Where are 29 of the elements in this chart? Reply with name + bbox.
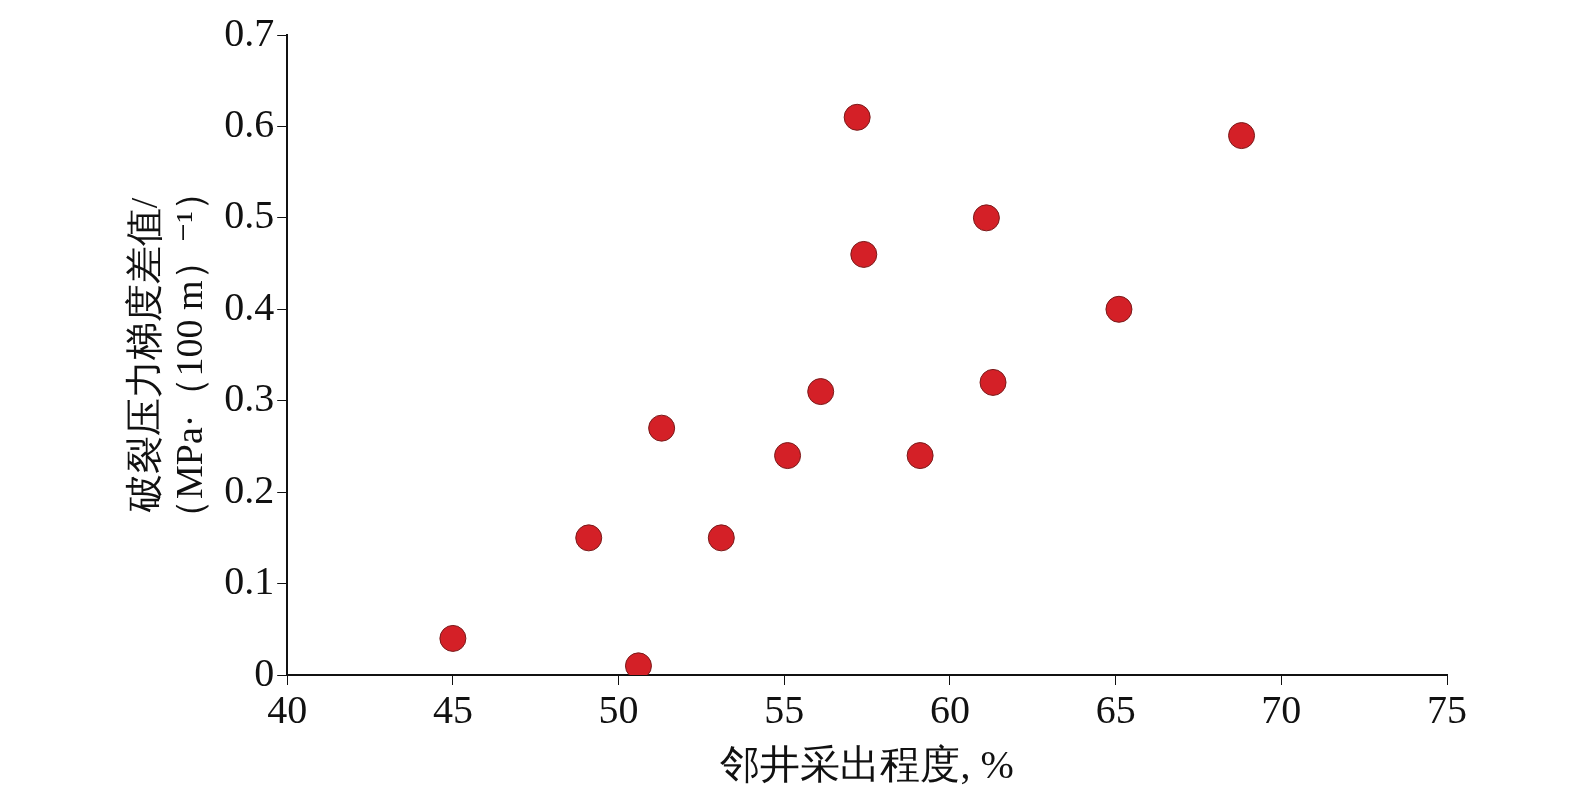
x-axis-title: 邻井采出程度, % (720, 741, 1014, 787)
x-tick-label: 70 (1261, 686, 1302, 732)
y-tick-label: 0.2 (224, 466, 275, 512)
y-tick-label: 0.3 (224, 375, 275, 421)
point (774, 442, 802, 470)
x-tick-label: 65 (1095, 686, 1136, 732)
point (1228, 122, 1256, 150)
point (575, 524, 603, 552)
point (979, 368, 1007, 396)
point (843, 103, 871, 131)
point (972, 204, 1000, 232)
y-tick-label: 0.7 (224, 9, 275, 55)
y-axis-title: 破裂压力梯度差值/ （MPa·（100 m）⁻¹） (122, 173, 211, 537)
y-tick-label: 0.4 (224, 283, 275, 329)
point (906, 442, 934, 470)
x-tick-label: 50 (598, 686, 639, 732)
point (1105, 295, 1133, 323)
x-tick-label: 75 (1427, 686, 1467, 732)
y-tick-label: 0.5 (224, 192, 275, 238)
x-tick-label: 45 (432, 686, 473, 732)
point (648, 414, 676, 442)
x-tick-label: 55 (764, 686, 805, 732)
y-tick-label: 0.1 (224, 558, 275, 604)
point (807, 378, 835, 406)
point (439, 624, 467, 652)
point (707, 524, 735, 552)
x-tick-label: 60 (929, 686, 970, 732)
point (850, 240, 878, 268)
y-tick-label: 0.6 (224, 100, 275, 146)
